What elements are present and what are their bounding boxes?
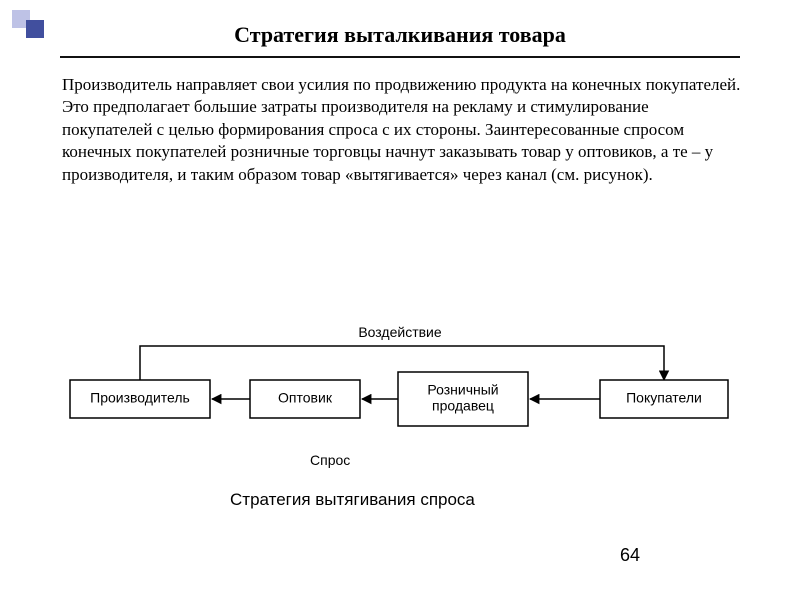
top-connector-label: Воздействие: [340, 324, 460, 340]
diagram-caption: Стратегия вытягивания спроса: [230, 490, 475, 510]
svg-text:Розничный: Розничный: [427, 382, 498, 398]
svg-text:Производитель: Производитель: [90, 390, 190, 406]
page-number: 64: [620, 545, 640, 566]
svg-text:Покупатели: Покупатели: [626, 390, 702, 406]
bottom-label: Спрос: [310, 452, 350, 468]
svg-text:продавец: продавец: [432, 398, 494, 414]
flow-diagram: Производитель Оптовик Розничныйпродавец Пок…: [0, 0, 800, 600]
svg-text:Оптовик: Оптовик: [278, 390, 333, 406]
